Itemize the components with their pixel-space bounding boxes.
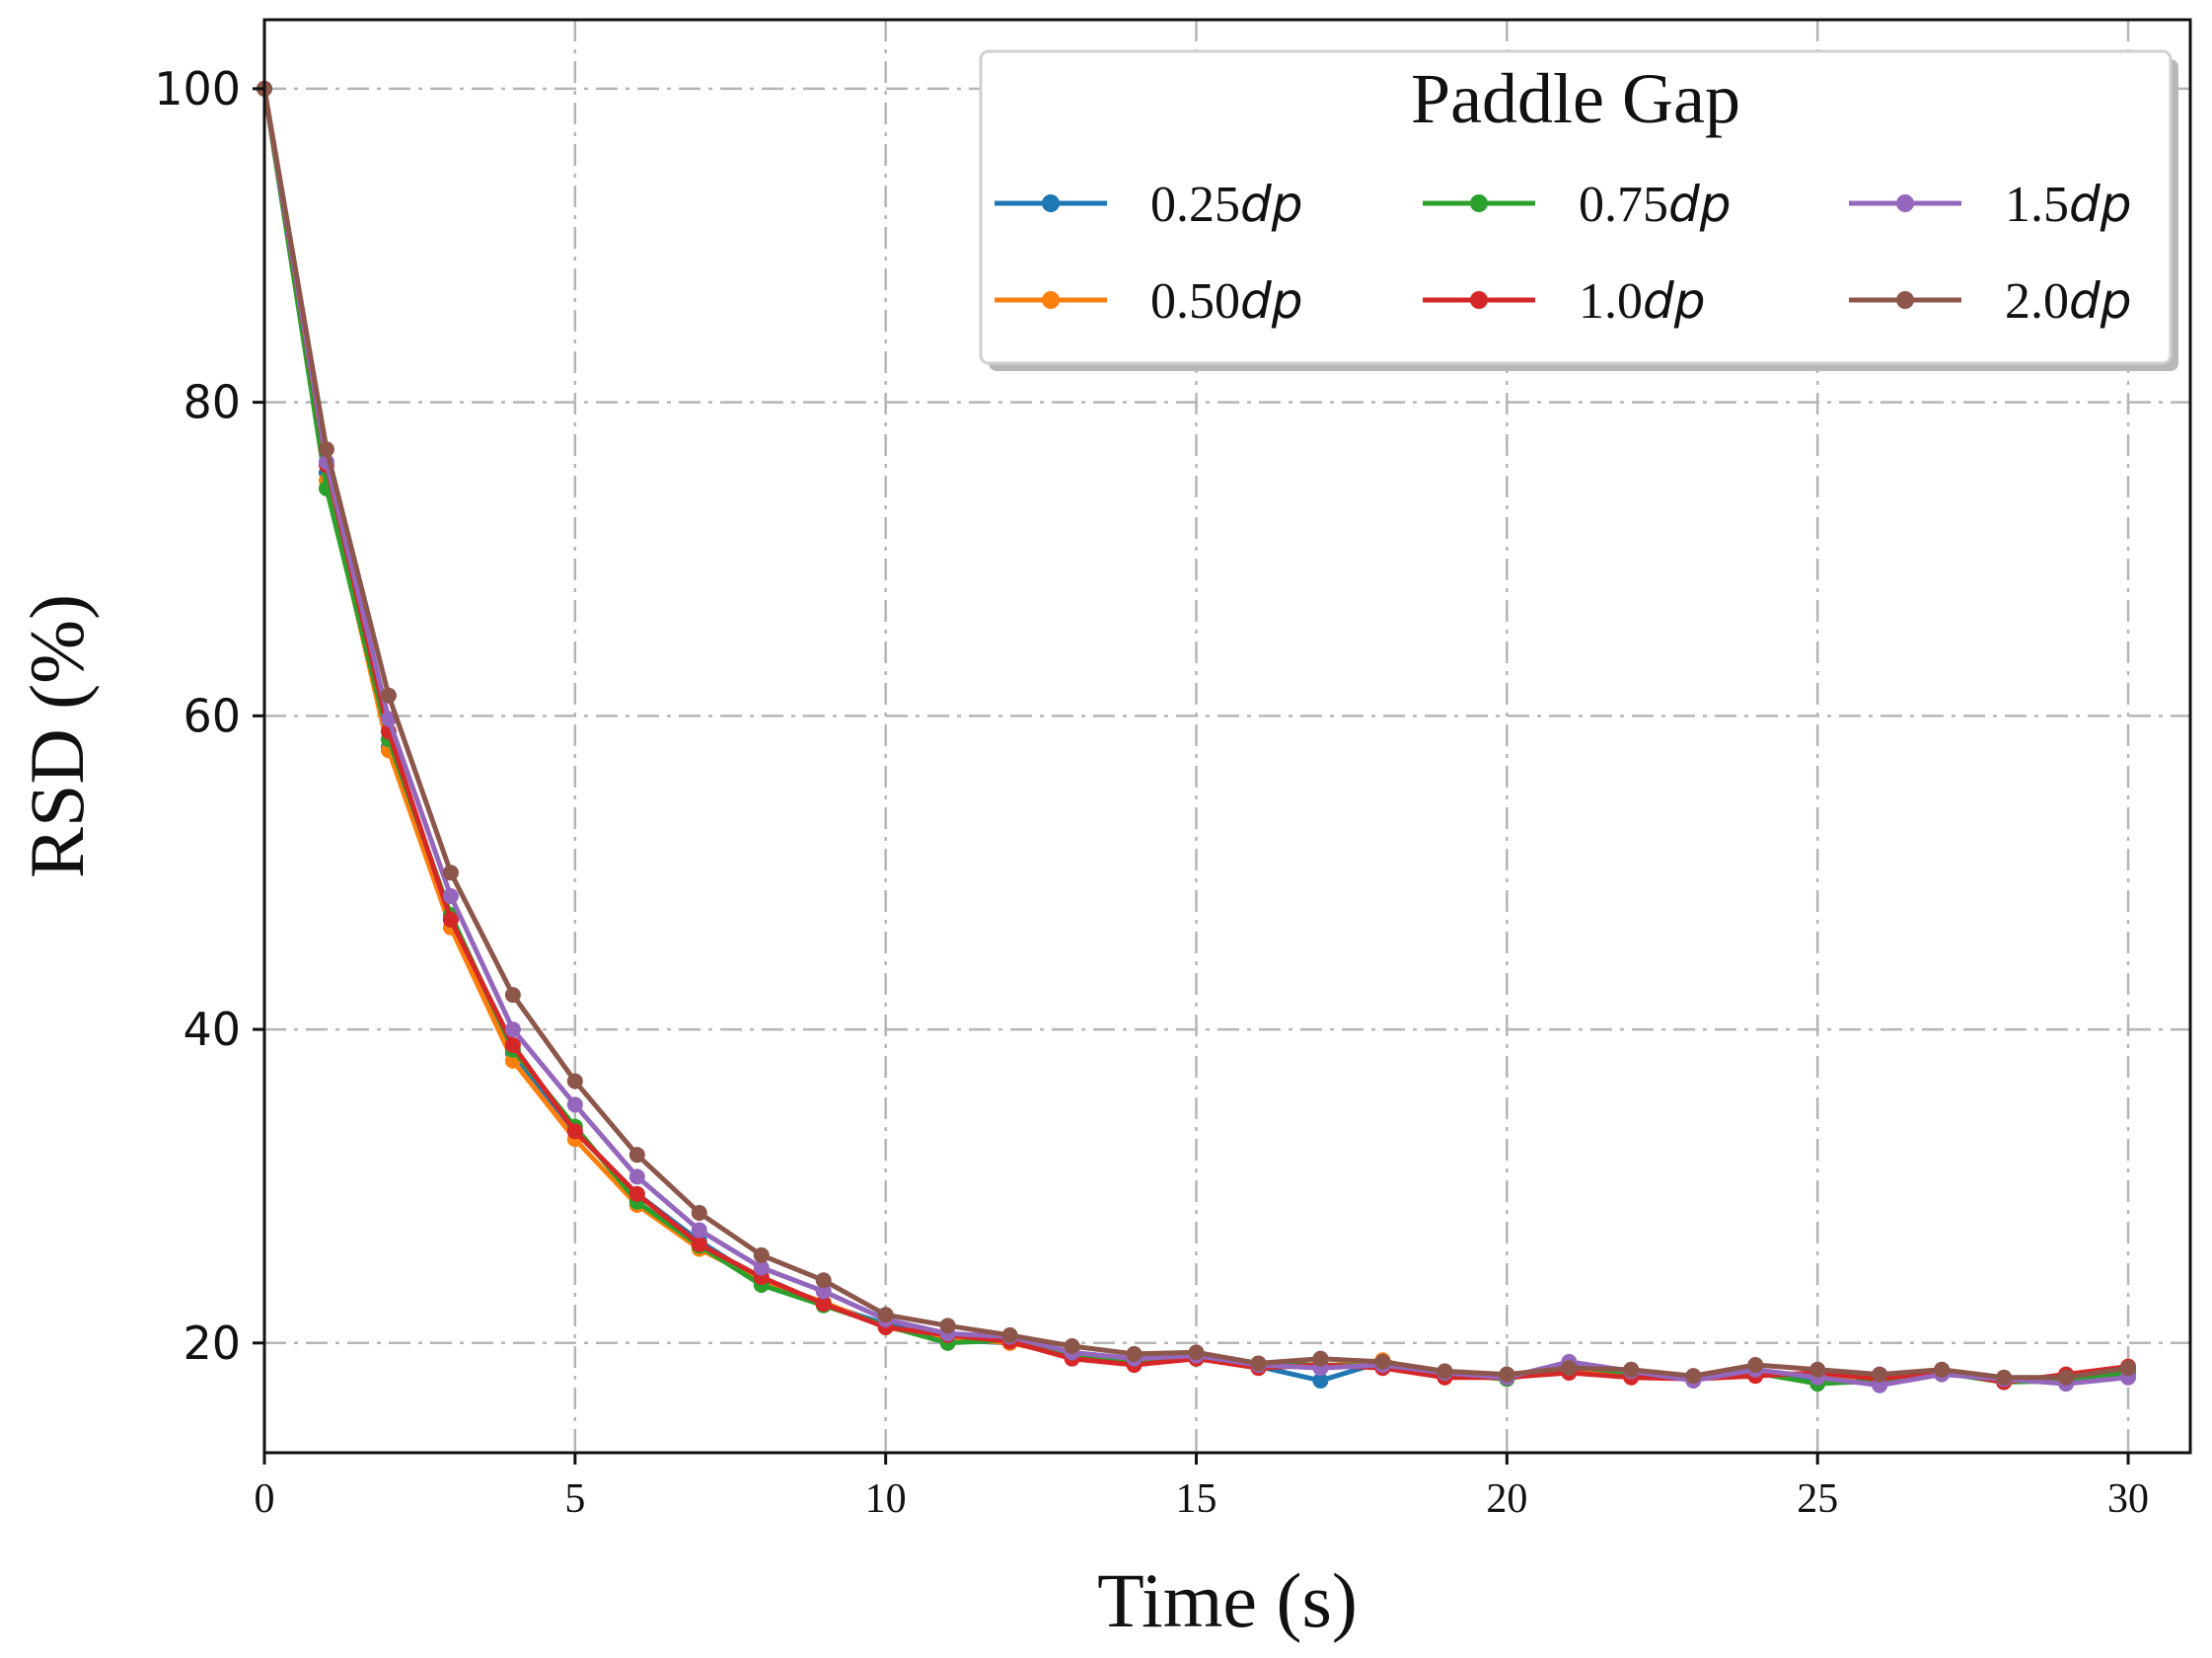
data-point [753, 1246, 770, 1263]
legend-label-unit: dp [1240, 272, 1302, 330]
legend-marker [1470, 194, 1488, 212]
data-point [1872, 1366, 1888, 1383]
legend-marker [1042, 291, 1060, 309]
data-point [628, 1147, 645, 1164]
axis-ticks: 0 5 10 15 20 25 30 20 40 60 80 100 [154, 62, 2149, 1522]
y-tick-label: 60 [183, 689, 241, 742]
y-tick-label: 80 [183, 376, 241, 429]
legend-label: 2.0dp [2005, 272, 2131, 330]
data-point [504, 987, 521, 1004]
legend-item-0.75dp: 0.75dp [1423, 176, 1731, 233]
data-point [877, 1307, 894, 1323]
legend-label-value: 1.5 [2005, 177, 2069, 233]
data-point [380, 687, 397, 704]
legend-label-value: 2.0 [2005, 273, 2069, 330]
data-point [1499, 1366, 1515, 1383]
data-point [1188, 1344, 1205, 1361]
data-point [691, 1204, 707, 1221]
legend-label-value: 0.75 [1579, 177, 1668, 233]
legend-box [979, 49, 2173, 365]
data-point [691, 1222, 707, 1239]
data-point [442, 865, 459, 881]
legend-item-1.5dp: 1.5dp [1849, 176, 2131, 233]
data-point [1747, 1357, 1764, 1374]
legend-label-unit: dp [2069, 176, 2131, 233]
data-point [628, 1185, 645, 1202]
x-tick-label: 5 [564, 1476, 585, 1522]
legend-label-unit: dp [2069, 272, 2131, 330]
legend-item-2.0dp: 2.0dp [1849, 272, 2131, 330]
data-point [566, 1123, 583, 1140]
data-point [442, 888, 459, 905]
y-axis-title: RSD (%) [14, 594, 100, 878]
data-point [1872, 1377, 1888, 1394]
data-point [566, 1096, 583, 1113]
data-point [1934, 1361, 1951, 1378]
data-point [1561, 1360, 1578, 1377]
data-point [504, 1036, 521, 1053]
data-point [1996, 1369, 2013, 1386]
legend-label: 0.50dp [1150, 272, 1302, 330]
data-point [2058, 1369, 2075, 1386]
x-tick-label: 10 [865, 1476, 907, 1522]
legend-label-unit: dp [1668, 176, 1731, 233]
data-point [1312, 1372, 1329, 1389]
legend-item-0.50dp: 0.50dp [995, 272, 1302, 330]
legend-label-value: 0.50 [1150, 273, 1240, 330]
legend-label-value: 0.25 [1150, 177, 1240, 233]
data-point [1064, 1337, 1080, 1354]
x-tick-label: 0 [255, 1476, 275, 1522]
data-point [1623, 1361, 1640, 1378]
x-tick-label: 25 [1797, 1476, 1838, 1522]
y-tick-label: 20 [183, 1317, 241, 1370]
data-point [1374, 1353, 1391, 1370]
data-point [815, 1272, 832, 1289]
legend-item-0.25dp: 0.25dp [995, 176, 1302, 233]
legend-label-value: 1.0 [1579, 273, 1643, 330]
grid-lines [262, 20, 2190, 1453]
data-point [1685, 1368, 1702, 1385]
data-point [380, 711, 397, 727]
series-2.0dp [257, 80, 2137, 1386]
legend-item-1.0dp: 1.0dp [1423, 272, 1705, 330]
legend-label: 0.75dp [1579, 176, 1731, 233]
data-point [815, 1296, 832, 1313]
data-point [939, 1318, 956, 1334]
plot-frame [262, 18, 2192, 1455]
legend-marker [1042, 194, 1060, 212]
data-point [1126, 1345, 1143, 1362]
legend-label: 0.25dp [1150, 176, 1302, 233]
legend-label: 1.0dp [1579, 272, 1705, 330]
data-point [1250, 1355, 1267, 1372]
x-tick-label: 30 [2107, 1476, 2149, 1522]
legend: Paddle Gap0.25dp0.50dp0.75dp1.0dp1.5dp2.… [979, 49, 2178, 371]
x-axis-title: Time (s) [1097, 1557, 1358, 1643]
legend-label-unit: dp [1240, 176, 1302, 233]
legend-marker [1896, 194, 1914, 212]
data-point [1437, 1363, 1453, 1380]
legend-marker [1470, 291, 1488, 309]
data-point [691, 1236, 707, 1252]
y-tick-label: 40 [183, 1003, 241, 1056]
data-point [1312, 1350, 1329, 1367]
data-point [815, 1283, 832, 1300]
data-point [318, 441, 334, 458]
data-point [753, 1259, 770, 1276]
data-point [566, 1073, 583, 1090]
data-point [1001, 1326, 1018, 1343]
x-tick-label: 20 [1486, 1476, 1527, 1522]
series-layer [257, 80, 2137, 1394]
legend-title: Paddle Gap [1411, 59, 1740, 138]
legend-marker [1896, 291, 1914, 309]
data-point [504, 1021, 521, 1038]
data-point [2120, 1360, 2137, 1377]
x-tick-label: 15 [1176, 1476, 1217, 1522]
y-tick-label: 100 [154, 62, 241, 115]
legend-label-unit: dp [1643, 272, 1705, 330]
legend-label: 1.5dp [2005, 176, 2131, 233]
data-point [1809, 1361, 1826, 1378]
data-point [442, 911, 459, 928]
data-point [628, 1168, 645, 1185]
